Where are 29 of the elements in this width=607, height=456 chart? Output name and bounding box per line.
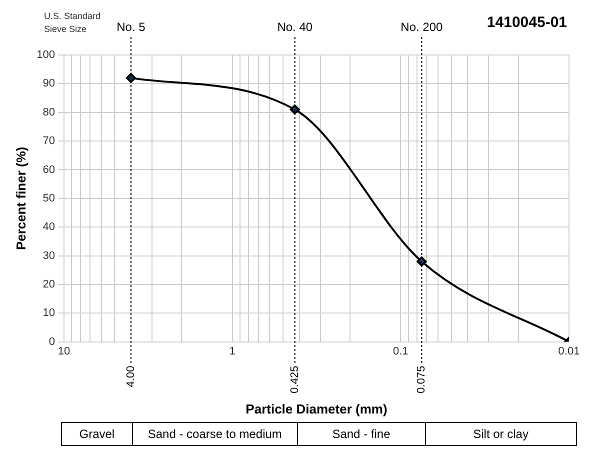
text: Gravel [61,422,132,446]
text: Sand - coarse to medium [132,422,298,446]
x-tick-label: 10 [58,345,70,358]
y-tick-label: 100 [36,49,55,62]
ref-line-label: No. 40 [277,20,313,34]
text: 0.075 [416,366,428,394]
x-tick-label: 0.01 [558,345,580,358]
text: 0.425 [288,366,301,394]
y-tick-label: 10 [42,307,55,320]
y-tick-label: 40 [42,221,55,234]
y-tick-label: 60 [42,164,55,176]
y-tick-label: 30 [42,250,55,262]
chart-title: 1410045-01 [486,14,567,31]
x-tick-label: 1 [229,345,236,358]
y-tick-label: 80 [42,106,55,118]
y-tick-label: 90 [42,78,55,90]
x-axis-title: Particle Diameter (mm) [246,401,388,416]
text: Silt or clay [425,422,576,446]
y-tick-label: 70 [42,135,55,148]
x-tick-label: 0.1 [393,345,408,358]
y-tick-label: 20 [42,278,55,290]
y-axis-title: Percent finer (%) [13,146,28,250]
ref-line-label: No. 5 [116,20,146,34]
text: U.S. Standard Sieve Size [44,11,101,34]
text: 4.00 [124,366,137,388]
ref-line-label: No. 200 [400,20,444,34]
y-tick-label: 0 [48,336,55,348]
y-tick-label: 50 [42,192,55,204]
text: Sand - fine [297,422,426,446]
